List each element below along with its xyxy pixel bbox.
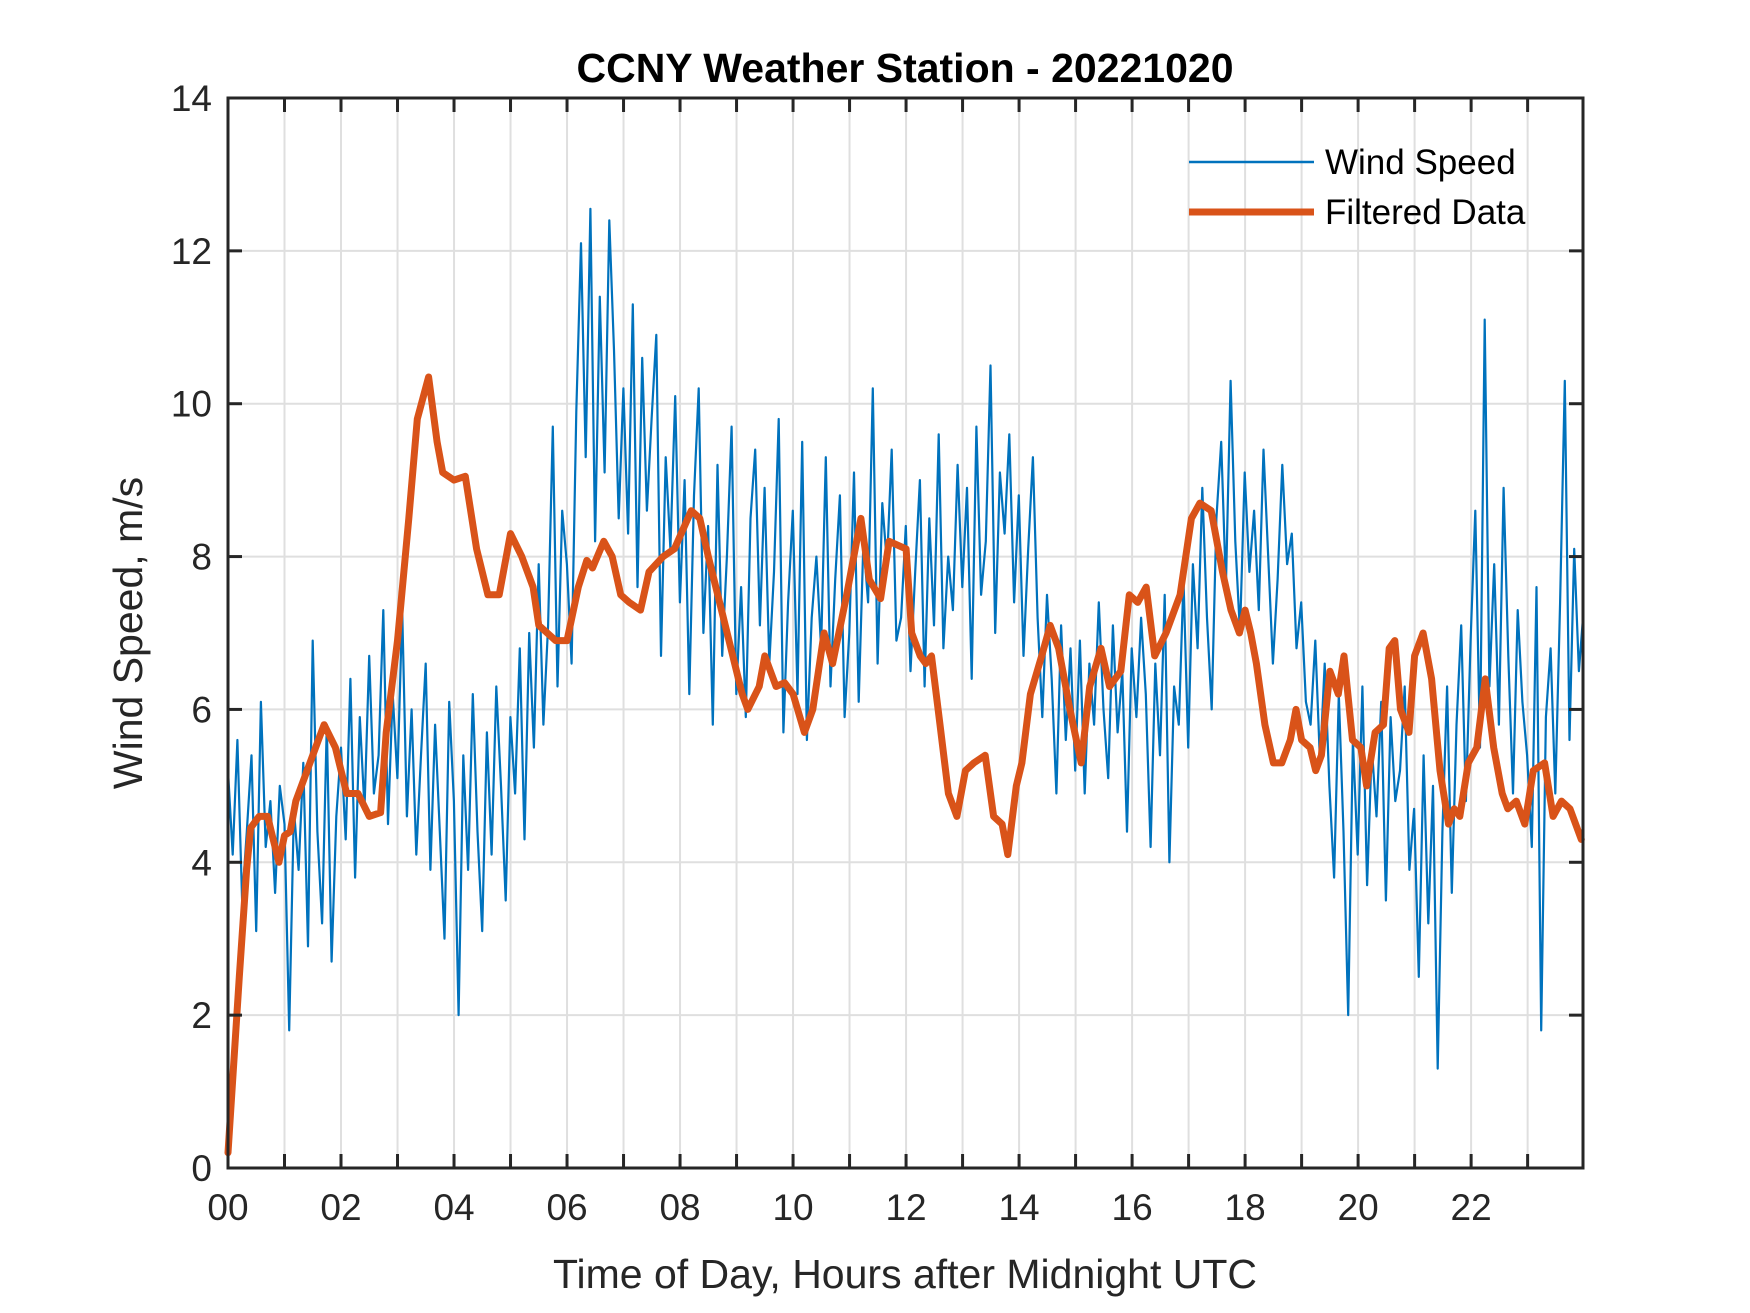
series-line-filtered-data [224, 373, 1585, 1157]
y-tick-label: 4 [191, 842, 212, 883]
x-tick-label: 22 [1451, 1187, 1492, 1228]
x-tick-label: 14 [998, 1187, 1039, 1228]
x-tick-label: 04 [433, 1187, 474, 1228]
y-tick-label: 0 [191, 1148, 212, 1189]
legend-label-wind-speed: Wind Speed [1325, 143, 1516, 182]
axes [226, 96, 1585, 1170]
x-tick-label: 00 [207, 1187, 248, 1228]
x-tick-label: 08 [659, 1187, 700, 1228]
x-tick-label: 06 [546, 1187, 587, 1228]
y-tick-label: 8 [191, 537, 212, 578]
chart-title: CCNY Weather Station - 20221020 [576, 45, 1233, 91]
legend: Wind Speed Filtered Data [1189, 143, 1526, 232]
y-tick-label: 14 [171, 78, 212, 119]
y-tick-label: 12 [171, 231, 212, 272]
x-tick-label: 12 [885, 1187, 926, 1228]
legend-label-filtered-data: Filtered Data [1325, 193, 1526, 232]
y-tick-label: 10 [171, 384, 212, 425]
y-tick-label: 6 [191, 689, 212, 730]
x-tick-label: 10 [772, 1187, 813, 1228]
x-tick-label: 16 [1112, 1187, 1153, 1228]
y-axis-label: Wind Speed, m/s [105, 477, 151, 789]
x-tick-label: 02 [320, 1187, 361, 1228]
x-axis-label: Time of Day, Hours after Midnight UTC [553, 1251, 1257, 1297]
x-tick-label: 18 [1225, 1187, 1266, 1228]
y-tick-label: 2 [191, 995, 212, 1036]
x-tick-label: 20 [1338, 1187, 1379, 1228]
